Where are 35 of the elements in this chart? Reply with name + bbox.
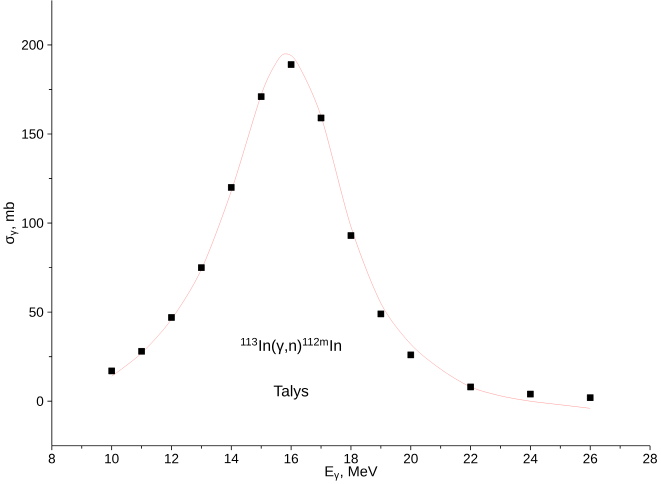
- y-tick-label: 0: [36, 396, 44, 406]
- point: [258, 93, 265, 100]
- x-tick-label: 20: [404, 454, 418, 464]
- x-tick-label: 10: [105, 454, 119, 464]
- x-tick-label: 16: [284, 454, 298, 464]
- point: [288, 61, 294, 68]
- x-tick-label: 8: [48, 454, 55, 464]
- point: [168, 314, 175, 321]
- x-axis-title: E$_{γ}$, MeV: [326, 466, 378, 481]
- point: [407, 352, 414, 358]
- point: [318, 114, 324, 122]
- x-tick-label: 24: [524, 454, 538, 464]
- x-tick-label: 12: [165, 454, 178, 464]
- point: [198, 264, 205, 271]
- annotation: Talys: [274, 385, 308, 400]
- x-tick-label: 14: [224, 454, 238, 464]
- x-tick-label: 28: [643, 454, 657, 464]
- point: [467, 384, 474, 390]
- point: [348, 232, 354, 239]
- point: [378, 310, 384, 318]
- point: [138, 348, 145, 355]
- point: [527, 390, 534, 398]
- y-tick-label: 50: [29, 307, 44, 317]
- y-tick-label: 200: [22, 40, 44, 50]
- y-axis-title: σ$_{γ}$, mb: [3, 202, 18, 244]
- point: [228, 184, 235, 191]
- x-tick-label: 18: [344, 454, 358, 464]
- y-tick-label: 100: [22, 218, 44, 228]
- x-tick-label: 22: [464, 454, 478, 464]
- point: [586, 394, 594, 401]
- annotation: $^{113}$In(γ,n)$^{112m}$In: [241, 338, 342, 354]
- point: [108, 368, 115, 374]
- y-tick-label: 150: [22, 129, 44, 139]
- x-tick-label: 26: [583, 454, 598, 464]
- line-series: [111, 54, 590, 408]
